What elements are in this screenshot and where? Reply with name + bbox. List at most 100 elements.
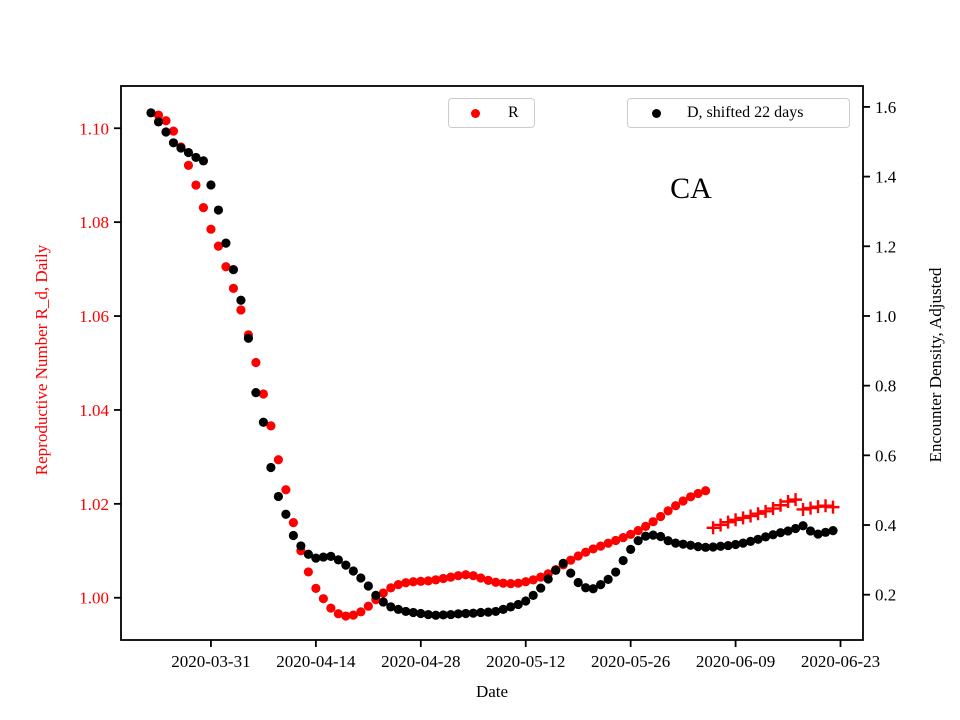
legend-box-d: D, shifted 22 days [627, 98, 850, 128]
data-point-right [213, 205, 224, 215]
plot-frame [120, 85, 864, 641]
data-point-right [618, 555, 628, 566]
data-point-right [738, 538, 748, 548]
data-point-right [243, 333, 254, 343]
data-point-left [446, 572, 456, 582]
x-axis-label: Date [475, 682, 509, 701]
data-point-right [805, 526, 816, 536]
data-point-plus [721, 515, 735, 529]
data-point-right [753, 534, 763, 544]
data-point-left [573, 551, 583, 561]
data-point-right [378, 597, 388, 607]
data-point-right [266, 462, 276, 473]
data-point-left [423, 576, 433, 586]
data-point-right [828, 525, 838, 536]
data-point-right [678, 539, 688, 549]
data-point-right [311, 553, 321, 563]
data-point-left [483, 575, 493, 585]
y-left-tick-label: 1.04 [79, 401, 109, 420]
data-point-left [498, 578, 508, 588]
data-point-right [715, 541, 726, 551]
data-point-right [775, 528, 786, 538]
data-point-right [783, 526, 793, 536]
data-point-right [686, 540, 696, 550]
data-point-right [468, 608, 478, 618]
data-point-right [438, 610, 448, 620]
legend-label-d: D, shifted 22 days [687, 104, 804, 121]
data-point-right [790, 523, 801, 534]
data-point-left [221, 262, 231, 272]
data-point-left [663, 506, 673, 516]
data-point-right [513, 599, 523, 610]
data-point-plus [781, 495, 795, 508]
data-point-right [536, 583, 546, 593]
data-point-left [228, 283, 239, 293]
data-point-right [723, 540, 733, 551]
legend-marker-r-icon [471, 108, 480, 118]
data-point-right [288, 530, 298, 541]
y-right-tick-label: 0.2 [875, 586, 896, 605]
data-point-right [333, 555, 343, 565]
data-point-left [393, 580, 403, 590]
data-point-left [161, 116, 171, 126]
data-point-plus [706, 521, 720, 535]
data-point-left [536, 572, 546, 582]
data-point-right [528, 590, 538, 601]
data-point-left [251, 357, 261, 368]
data-point-left [288, 518, 298, 528]
data-point-right [626, 544, 636, 555]
data-point-right [581, 583, 591, 593]
data-point-right [483, 607, 493, 617]
data-point-left [183, 160, 194, 170]
data-point-left [303, 567, 313, 577]
data-point-right [506, 602, 516, 612]
data-point-right [431, 610, 441, 620]
legend-box-r: R [448, 98, 535, 128]
data-point-left [416, 576, 426, 586]
data-point-left [386, 583, 396, 593]
y-left-tick-label: 1.10 [79, 119, 109, 138]
data-point-right [813, 529, 823, 539]
data-point-left [596, 541, 606, 551]
data-point-right [693, 542, 703, 552]
data-point-right [386, 602, 396, 612]
state-annotation: CA [670, 172, 712, 205]
data-point-left [341, 611, 351, 621]
data-point-left [236, 305, 246, 315]
data-point-right [663, 536, 673, 546]
data-point-right [236, 295, 246, 305]
data-point-left [648, 517, 658, 527]
data-point-right [611, 567, 621, 577]
data-point-left [506, 579, 516, 589]
data-point-right [566, 568, 576, 578]
data-point-plus [796, 502, 810, 516]
data-point-right [371, 590, 381, 601]
data-point-right [551, 565, 561, 575]
data-point-right [603, 574, 613, 584]
data-point-left [633, 526, 643, 536]
data-point-right [648, 530, 658, 540]
data-point-left [686, 492, 696, 502]
data-point-left [438, 573, 448, 584]
data-point-right [251, 388, 261, 398]
data-point-left [311, 583, 321, 593]
data-point-left [476, 573, 486, 583]
data-point-right [356, 573, 366, 583]
data-point-right [153, 117, 164, 127]
data-point-right [258, 417, 269, 427]
data-point-left [378, 588, 388, 598]
data-point-right [183, 147, 194, 158]
data-point-right [228, 265, 239, 275]
data-point-left [326, 603, 336, 613]
data-point-right [423, 609, 433, 620]
data-point-right [281, 509, 291, 519]
data-point-right [168, 138, 179, 148]
data-point-right [461, 608, 471, 619]
y-right-tick-label: 1.2 [875, 237, 896, 256]
data-point-right [498, 604, 508, 614]
data-point-left [693, 488, 703, 499]
y-left-tick-label: 1.08 [79, 213, 109, 232]
data-point-left [468, 571, 478, 581]
data-point-right [318, 552, 328, 562]
